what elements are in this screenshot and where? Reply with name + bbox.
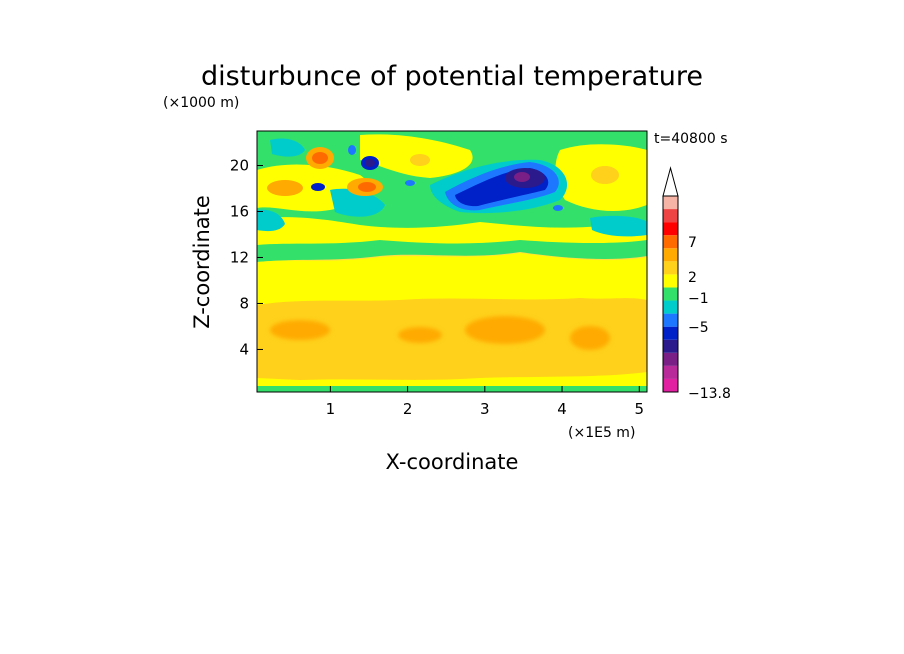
colorbar-swatch	[663, 378, 678, 392]
colorbar-label: 7	[688, 235, 697, 251]
green-bottom-strip	[257, 386, 647, 392]
cold-spot-b	[365, 159, 375, 167]
cyan-right	[590, 215, 647, 237]
x-unit-label: (×1E5 m)	[568, 425, 635, 441]
cyan-left	[257, 209, 285, 232]
colorbar-frame	[662, 195, 679, 393]
cold-spot-f	[553, 205, 563, 211]
colorbar-label: −5	[688, 320, 709, 336]
y-unit-label: (×1000 m)	[163, 95, 239, 111]
cyan-top-left	[270, 138, 305, 157]
y-tick-label: 4	[239, 340, 249, 358]
y-tick-label: 12	[230, 248, 249, 266]
colorbar-labels: 7 2 −1 −5 −13.8	[688, 235, 731, 402]
colorbar-arrow	[662, 166, 679, 197]
x-tick-label: 5	[635, 400, 645, 418]
colorbar-swatch	[663, 196, 678, 210]
orange-patch-a	[465, 316, 545, 344]
orange-patch-b	[570, 326, 610, 350]
contour-plot	[257, 131, 647, 392]
x-axis-ticks: 1 2 3 4 5	[326, 386, 644, 418]
cold-spot-e	[348, 145, 356, 155]
cold-spot-c	[311, 183, 325, 191]
colorbar-label: 2	[688, 270, 697, 286]
colorbar-swatch	[663, 248, 678, 262]
colorbar-swatch	[663, 235, 678, 249]
colorbar-swatch	[663, 313, 678, 327]
chart-title: disturbunce of potential temperature	[201, 61, 703, 92]
y-tick-label: 20	[230, 156, 249, 174]
x-tick-label: 3	[480, 400, 490, 418]
warm-spot-a-core	[312, 152, 328, 164]
warm-spot-b-core	[358, 182, 376, 192]
plot-frame	[256, 130, 648, 393]
x-axis-label: X-coordinate	[386, 450, 519, 474]
cyan-center	[330, 188, 385, 217]
orange-layer-lower	[257, 298, 647, 380]
y-axis-label: Z-coordinate	[190, 195, 214, 329]
colorbar-swatch	[663, 365, 678, 379]
colorbar-swatch	[663, 287, 678, 301]
colorbar-swatch	[663, 300, 678, 314]
colorbar-swatch	[663, 326, 678, 340]
orange-patch-c	[270, 320, 330, 340]
colorbar-swatch	[663, 222, 678, 236]
warm-spot-c	[267, 180, 303, 196]
yellow-mid-band	[257, 217, 647, 245]
colorbar-swatch	[663, 339, 678, 353]
x-tick-label: 2	[403, 400, 413, 418]
warm-spot-e	[591, 166, 619, 184]
x-tick-label: 1	[326, 400, 336, 418]
time-label: t=40800 s	[654, 131, 728, 147]
purple-core	[514, 172, 530, 182]
colorbar-swatch	[663, 274, 678, 288]
colorbar-swatch	[663, 209, 678, 223]
y-tick-label: 8	[239, 294, 249, 312]
y-axis-ticks: 4 8 12 16 20	[230, 156, 263, 358]
colorbar-swatch	[663, 261, 678, 275]
orange-patch-d	[398, 327, 442, 343]
colorbar-label: −1	[688, 291, 709, 307]
warm-spot-d	[410, 154, 430, 166]
colorbar-label: −13.8	[688, 386, 731, 402]
cold-spot-d	[405, 180, 415, 186]
y-tick-label: 16	[230, 202, 249, 220]
colorbar	[662, 166, 679, 393]
x-tick-label: 4	[557, 400, 567, 418]
colorbar-swatch	[663, 352, 678, 366]
